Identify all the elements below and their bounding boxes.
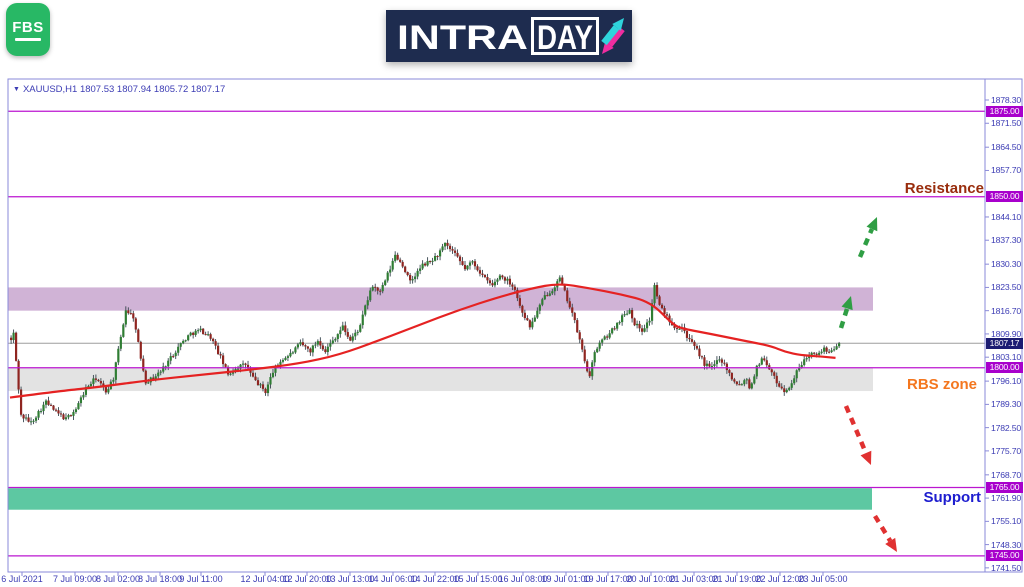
time-label: 23 Jul 05:00 [798, 574, 848, 584]
time-label: 19 Jul 17:00 [583, 574, 633, 584]
fbs-logo-underline [15, 37, 41, 41]
price-tick: 1741.50 [991, 562, 1022, 573]
price-tick: 1871.50 [991, 118, 1022, 129]
price-tick: 1864.50 [991, 142, 1022, 153]
price-tick: 1789.30 [991, 399, 1022, 410]
support-label: Support [923, 489, 982, 506]
intraday-word-boxed: DAY [537, 19, 593, 57]
price-tick: 1775.70 [991, 445, 1022, 456]
price-tick: 1816.70 [991, 305, 1022, 316]
price-tick: 1761.90 [991, 493, 1022, 504]
bullish-arrow-high [857, 228, 874, 258]
time-label: 7 Jul 09:00 [52, 574, 98, 584]
rbs-gray-zone [8, 367, 873, 392]
symbol-ohlc-text: XAUUSD,H1 1807.53 1807.94 1805.72 1807.1… [22, 84, 226, 95]
price-tick: 1830.30 [991, 259, 1022, 270]
time-label: 22 Jul 12:00 [755, 574, 805, 584]
up-arrow-icon [601, 25, 620, 46]
level-price-badge: 1800.00 [986, 362, 1023, 374]
moving-average-line [9, 283, 836, 399]
time-label: 19 Jul 01:00 [541, 574, 591, 584]
price-tick: 1768.70 [991, 469, 1022, 480]
dropdown-caret-icon[interactable]: ▼ [13, 86, 20, 93]
resistance-label: Resistance [904, 180, 984, 197]
price-tick: 1857.70 [991, 165, 1022, 176]
price-tick: 1878.30 [991, 95, 1022, 105]
intraday-word-left: INTRA [397, 19, 528, 57]
time-label: 20 Jul 10:00 [626, 574, 676, 584]
price-tick: 1755.10 [991, 516, 1022, 527]
intraday-logo: INTRA DAY [386, 10, 632, 62]
time-label: 8 Jul 18:00 [137, 574, 183, 584]
rbs-zone-label: RBS zone [906, 376, 977, 393]
time-label: 14 Jul 22:00 [410, 574, 460, 584]
chart-frame [7, 78, 1023, 573]
time-label: 12 Jul 20:00 [282, 574, 332, 584]
trend-arrows-icon [601, 18, 625, 54]
time-label: 9 Jul 11:00 [179, 574, 223, 584]
current-price-badge: 1807.17 [986, 337, 1023, 349]
fbs-logo: FBS [6, 3, 50, 56]
resistance-zone [8, 287, 873, 311]
time-label: 13 Jul 13:00 [325, 574, 375, 584]
time-label: 8 Jul 02:00 [95, 574, 141, 584]
day-box-outline [531, 17, 599, 55]
price-tick: 1837.30 [991, 235, 1022, 246]
price-tick: 1823.50 [991, 282, 1022, 293]
fbs-logo-text: FBS [12, 18, 44, 36]
level-price-badge: 1765.00 [986, 481, 1023, 493]
time-label: 14 Jul 06:00 [368, 574, 418, 584]
time-label: 6 Jul 2021 [1, 574, 43, 584]
bullish-arrow-low [838, 307, 850, 329]
price-tick: 1809.90 [991, 328, 1022, 339]
time-label: 21 Jul 19:00 [712, 574, 762, 584]
bearish-arrow-mid [843, 405, 868, 454]
time-label: 15 Jul 15:00 [453, 574, 503, 584]
time-label: 21 Jul 03:00 [669, 574, 719, 584]
time-label: 16 Jul 08:00 [498, 574, 548, 584]
level-price-badge: 1850.00 [986, 191, 1023, 203]
candles [10, 239, 841, 426]
price-tick: 1782.50 [991, 422, 1022, 433]
price-tick: 1844.10 [991, 211, 1022, 222]
bearish-arrow-low [873, 514, 893, 543]
level-price-badge: 1875.00 [986, 105, 1023, 117]
support-zone [8, 488, 872, 510]
down-arrow-icon [606, 26, 625, 47]
price-tick: 1748.30 [991, 539, 1022, 550]
price-tick: 1796.10 [991, 376, 1022, 387]
time-label: 12 Jul 04:00 [240, 574, 290, 584]
price-tick: 1803.10 [991, 352, 1022, 363]
level-price-badge: 1745.00 [986, 550, 1023, 562]
symbol-title: ▼ XAUUSD,H1 1807.53 1807.94 1805.72 1807.… [13, 84, 225, 95]
